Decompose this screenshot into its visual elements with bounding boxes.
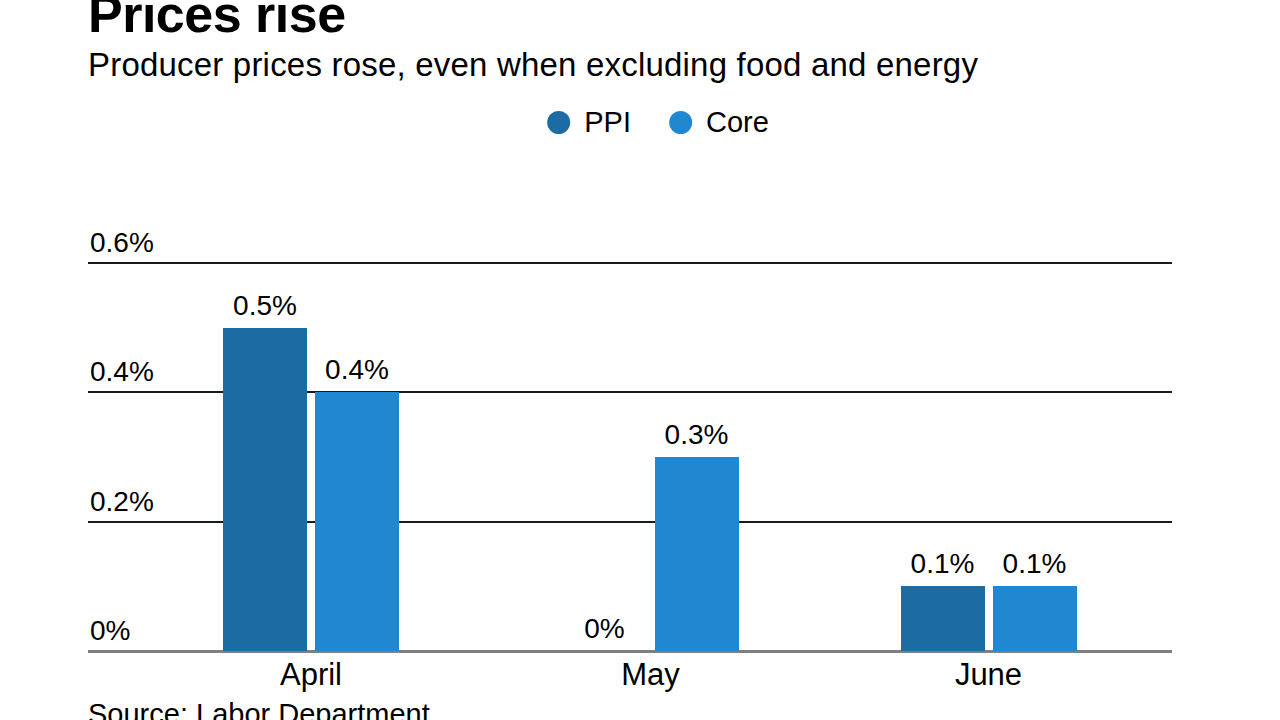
bar-value-label-ppi-april: 0.5% (203, 290, 327, 322)
y-axis-label-0-6-: 0.6% (90, 226, 154, 260)
y-axis-label-0-4-: 0.4% (90, 355, 154, 389)
y-axis-label-0-: 0% (90, 614, 130, 648)
bar-core-may (655, 457, 739, 651)
bar-core-april (315, 392, 399, 651)
y-axis-label-0-2-: 0.2% (90, 485, 154, 519)
chart-figure: Prices rise Producer prices rose, even w… (0, 0, 1280, 720)
x-axis-label-june: June (889, 657, 1089, 693)
bar-value-label-core-may: 0.3% (635, 419, 759, 451)
bar-core-june (993, 586, 1077, 651)
gridline-0-6- (88, 262, 1172, 264)
plot-area: 0%0.2%0.4%0.6%0.5%0%0.1%0.4%0.3%0.1%Apri… (0, 0, 1280, 720)
x-axis-label-april: April (211, 657, 411, 693)
source-note: Source: Labor Department (88, 698, 430, 720)
bar-value-label-core-april: 0.4% (295, 354, 419, 386)
bar-value-label-ppi-may: 0% (543, 613, 667, 645)
bar-ppi-june (901, 586, 985, 651)
bar-value-label-core-june: 0.1% (973, 548, 1097, 580)
x-axis-label-may: May (551, 657, 751, 693)
